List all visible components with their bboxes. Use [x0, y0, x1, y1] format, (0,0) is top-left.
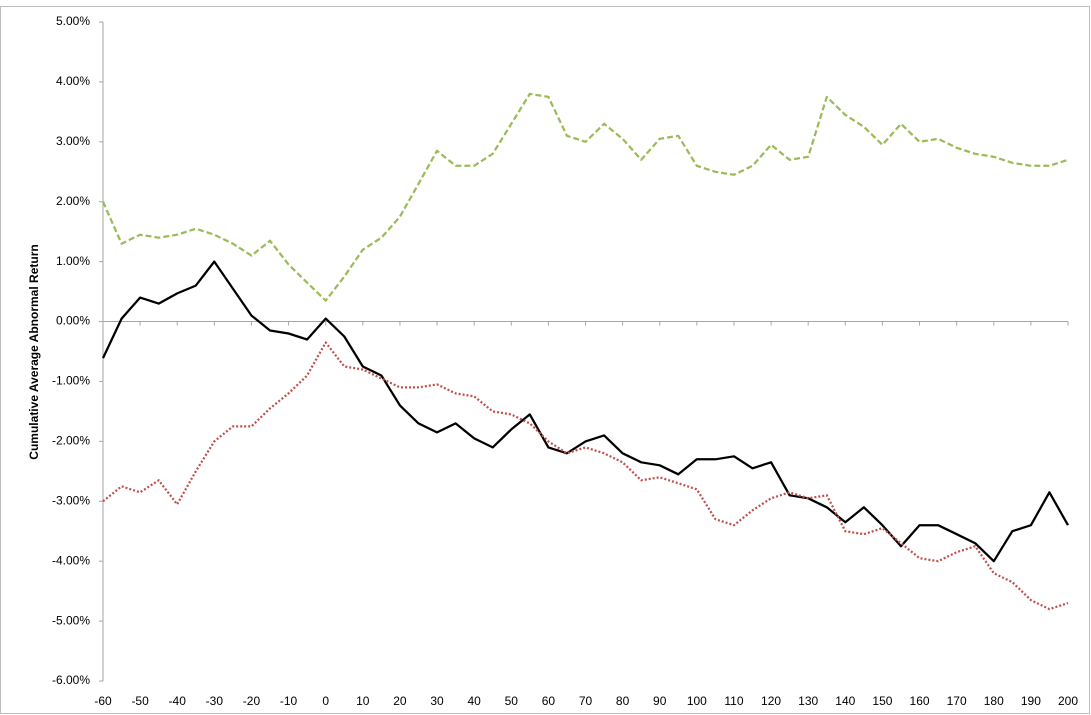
x-tick-label: 170	[947, 694, 967, 708]
y-tick-label: -6.00%	[52, 673, 90, 687]
x-tick-label: 90	[653, 694, 667, 708]
chart-frame	[0, 6, 1090, 714]
y-axis-label: Cumulative Average Abnormal Return	[27, 244, 41, 459]
x-tick-label: 50	[505, 694, 519, 708]
line-series	[102, 341, 1069, 611]
x-tick-label: 10	[356, 694, 370, 708]
x-tick-label: 0	[322, 694, 329, 708]
y-tick-label: 1.00%	[56, 254, 90, 268]
x-tick-label: 60	[542, 694, 556, 708]
y-tick-label: -4.00%	[52, 553, 90, 567]
x-tick-label: 120	[761, 694, 781, 708]
x-tick-label: 150	[872, 694, 892, 708]
x-tick-label: 30	[430, 694, 444, 708]
y-tick-label: 4.00%	[56, 74, 90, 88]
line-series	[101, 92, 1069, 302]
x-tick-label: 70	[579, 694, 593, 708]
x-tick-label: 180	[984, 694, 1004, 708]
y-tick-label: 5.00%	[56, 14, 90, 28]
x-tick-label: 200	[1058, 694, 1078, 708]
y-tick-label: -5.00%	[52, 613, 90, 627]
y-tick-label: -1.00%	[52, 374, 90, 388]
y-tick-label: 0.00%	[56, 314, 90, 328]
line-series	[101, 260, 1069, 563]
x-tick-label: -20	[243, 694, 261, 708]
x-tick-label: -50	[131, 694, 149, 708]
y-tick-label: 3.00%	[56, 134, 90, 148]
x-tick-label: 130	[798, 694, 818, 708]
y-tick-label: 2.00%	[56, 194, 90, 208]
x-tick-label: 160	[910, 694, 930, 708]
x-tick-label: 40	[467, 694, 481, 708]
x-tick-label: -60	[94, 694, 112, 708]
x-tick-label: 190	[1021, 694, 1041, 708]
x-tick-label: -30	[206, 694, 224, 708]
x-tick-label: 110	[724, 694, 743, 708]
y-tick-label: -3.00%	[52, 493, 90, 507]
x-tick-label: 20	[393, 694, 407, 708]
x-tick-label: 80	[616, 694, 630, 708]
x-tick-label: -40	[169, 694, 187, 708]
x-tick-label: 140	[835, 694, 855, 708]
y-tick-label: -2.00%	[52, 434, 90, 448]
x-tick-label: 100	[687, 694, 707, 708]
x-tick-label: -10	[280, 694, 298, 708]
